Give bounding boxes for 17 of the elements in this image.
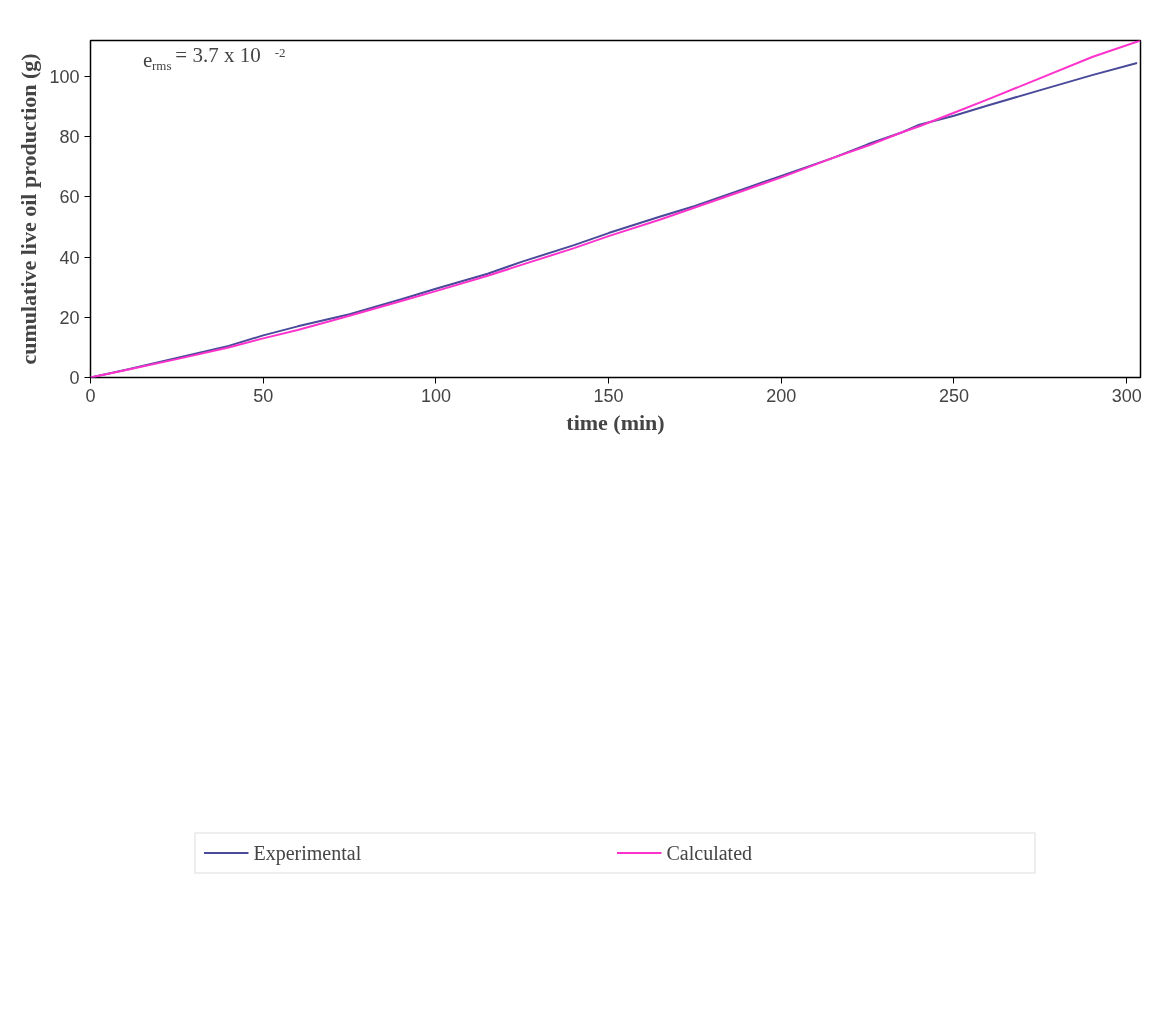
x-tick-label: 50 — [253, 385, 274, 406]
y-tick-label: 40 — [59, 247, 80, 268]
x-tick-label: 0 — [85, 385, 96, 406]
legend-label: Experimental — [253, 841, 363, 865]
y-tick-label: 0 — [69, 368, 80, 388]
y-axis-title: cumulative live oil production (g) — [16, 53, 42, 365]
x-tick-label: 250 — [938, 385, 970, 406]
y-tick-label: 20 — [59, 307, 80, 328]
x-tick-label: 300 — [1111, 385, 1142, 406]
y-tick-label: 100 — [49, 67, 80, 88]
x-axis-title: time (min) — [566, 409, 665, 435]
y-tick-label: 80 — [59, 127, 80, 148]
x-tick-label: 100 — [420, 385, 451, 406]
y-tick-label: 60 — [59, 187, 80, 208]
x-tick-label: 150 — [593, 385, 624, 406]
x-tick-label: 200 — [766, 385, 797, 406]
legend-label: Calculated — [666, 841, 754, 865]
